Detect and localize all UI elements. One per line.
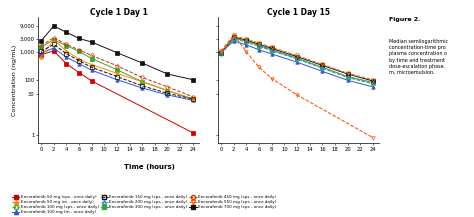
Title: Cycle 1 Day 1: Cycle 1 Day 1 (90, 8, 147, 16)
Y-axis label: Concentration (ng/mL): Concentration (ng/mL) (11, 45, 17, 116)
Title: Cycle 1 Day 15: Cycle 1 Day 15 (267, 8, 330, 16)
Text: Median semilogarithmic
concentration-time pro
plasma concentration o
by time and: Median semilogarithmic concentration-tim… (389, 39, 448, 75)
Text: Time (hours): Time (hours) (124, 164, 175, 170)
Legend: Encorafenib 50 mg (cps - once daily), Encorafenib 50 mg (m - once daily), Encora: Encorafenib 50 mg (cps - once daily), En… (11, 195, 277, 215)
Text: Figure 2.: Figure 2. (389, 17, 420, 22)
